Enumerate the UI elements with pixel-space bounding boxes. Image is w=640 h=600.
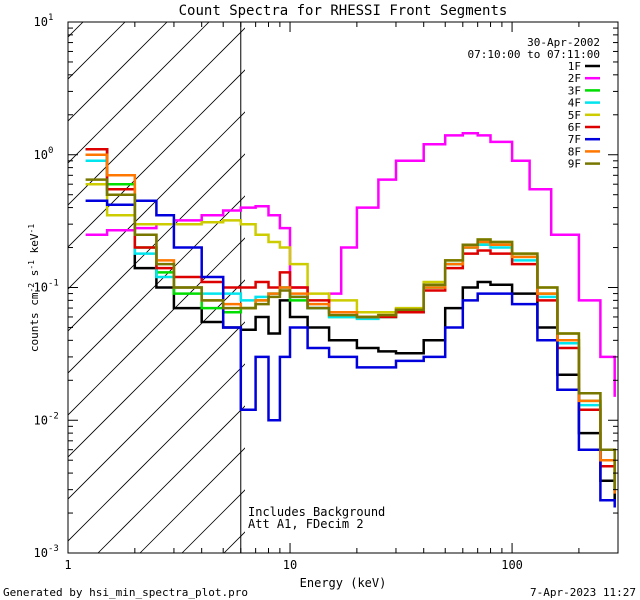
y-tick-exponent: -1 xyxy=(48,279,59,289)
y-tick-label: 10 xyxy=(34,148,48,162)
y-tick-label: 10 xyxy=(34,15,48,29)
hatch-line xyxy=(266,0,640,553)
y-axis-label-part: -2 xyxy=(27,283,36,293)
series-line-7F xyxy=(85,199,616,508)
y-axis-label-part: counts cm xyxy=(28,292,41,352)
series-line-4F xyxy=(85,159,616,490)
hatch-line xyxy=(68,22,126,80)
hatch-line xyxy=(68,111,245,290)
legend-date: 30-Apr-2002 xyxy=(527,36,600,49)
annotation-background: Includes Background xyxy=(248,505,385,519)
plot-frame xyxy=(67,21,619,554)
y-tick-exponent: -2 xyxy=(48,411,59,421)
footer-generated-by: Generated by hsi_min_spectra_plot.pro xyxy=(3,586,248,599)
y-axis-label-part: s xyxy=(28,270,41,283)
hatch-line xyxy=(68,22,168,122)
hatch-line xyxy=(68,22,84,38)
series-line-1F xyxy=(85,148,616,501)
legend-label-1F: 1F xyxy=(568,60,581,73)
hatch-line xyxy=(68,27,245,206)
hatch-line xyxy=(68,237,245,416)
series-line-8F xyxy=(85,153,616,494)
y-tick-label: 10 xyxy=(34,281,48,295)
legend-label-5F: 5F xyxy=(568,109,581,122)
legend-label-9F: 9F xyxy=(568,158,581,171)
footer-timestamp: 7-Apr-2023 11:27 xyxy=(530,586,636,599)
series-line-5F xyxy=(85,182,616,481)
hatch-line xyxy=(97,405,245,553)
hatch-line xyxy=(68,279,245,458)
legend-label-4F: 4F xyxy=(568,97,581,110)
hatch-line xyxy=(68,363,245,542)
y-axis-label: counts cm-2 s-1 keV-1 xyxy=(27,224,41,352)
y-tick-exponent: 1 xyxy=(48,13,53,23)
hatch-line xyxy=(68,22,210,164)
hatch-line xyxy=(308,0,640,553)
legend-label-2F: 2F xyxy=(568,72,581,85)
hatch-line xyxy=(68,321,245,500)
legend-time-range: 07:10:00 to 07:11:00 xyxy=(468,48,600,61)
series-line-6F xyxy=(85,148,616,490)
hatch-line xyxy=(0,0,110,553)
y-axis-label-part: -1 xyxy=(27,260,36,270)
y-tick-exponent: -3 xyxy=(48,544,59,554)
series-line-3F xyxy=(85,153,616,490)
x-axis-label: Energy (keV) xyxy=(300,576,387,590)
x-tick-label: 10 xyxy=(283,558,297,572)
legend-label-8F: 8F xyxy=(568,145,581,158)
chart-title: Count Spectra for RHESSI Front Segments xyxy=(179,3,508,19)
hatch-line xyxy=(392,0,640,553)
hatch-line xyxy=(139,447,245,553)
series-line-2F xyxy=(85,132,616,397)
hatch-line xyxy=(68,195,245,374)
hatch-line xyxy=(350,0,640,553)
legend: 30-Apr-2002 07:10:00 to 07:11:00 1F2F3F4… xyxy=(468,36,600,171)
y-tick-exponent: 0 xyxy=(48,146,53,156)
legend-label-3F: 3F xyxy=(568,84,581,97)
annotation-attenuator: Att A1, FDecim 2 xyxy=(248,517,364,531)
x-tick-label: 100 xyxy=(501,558,523,572)
legend-label-7F: 7F xyxy=(568,133,581,146)
y-axis-label-part: keV xyxy=(28,233,41,260)
y-tick-label: 10 xyxy=(34,413,48,427)
y-axis-label-part: -1 xyxy=(27,224,36,234)
series-line-9F xyxy=(85,178,616,490)
hatched-region xyxy=(0,0,640,553)
legend-label-6F: 6F xyxy=(568,121,581,134)
x-tick-label: 1 xyxy=(64,558,71,572)
y-tick-label: 10 xyxy=(34,546,48,560)
